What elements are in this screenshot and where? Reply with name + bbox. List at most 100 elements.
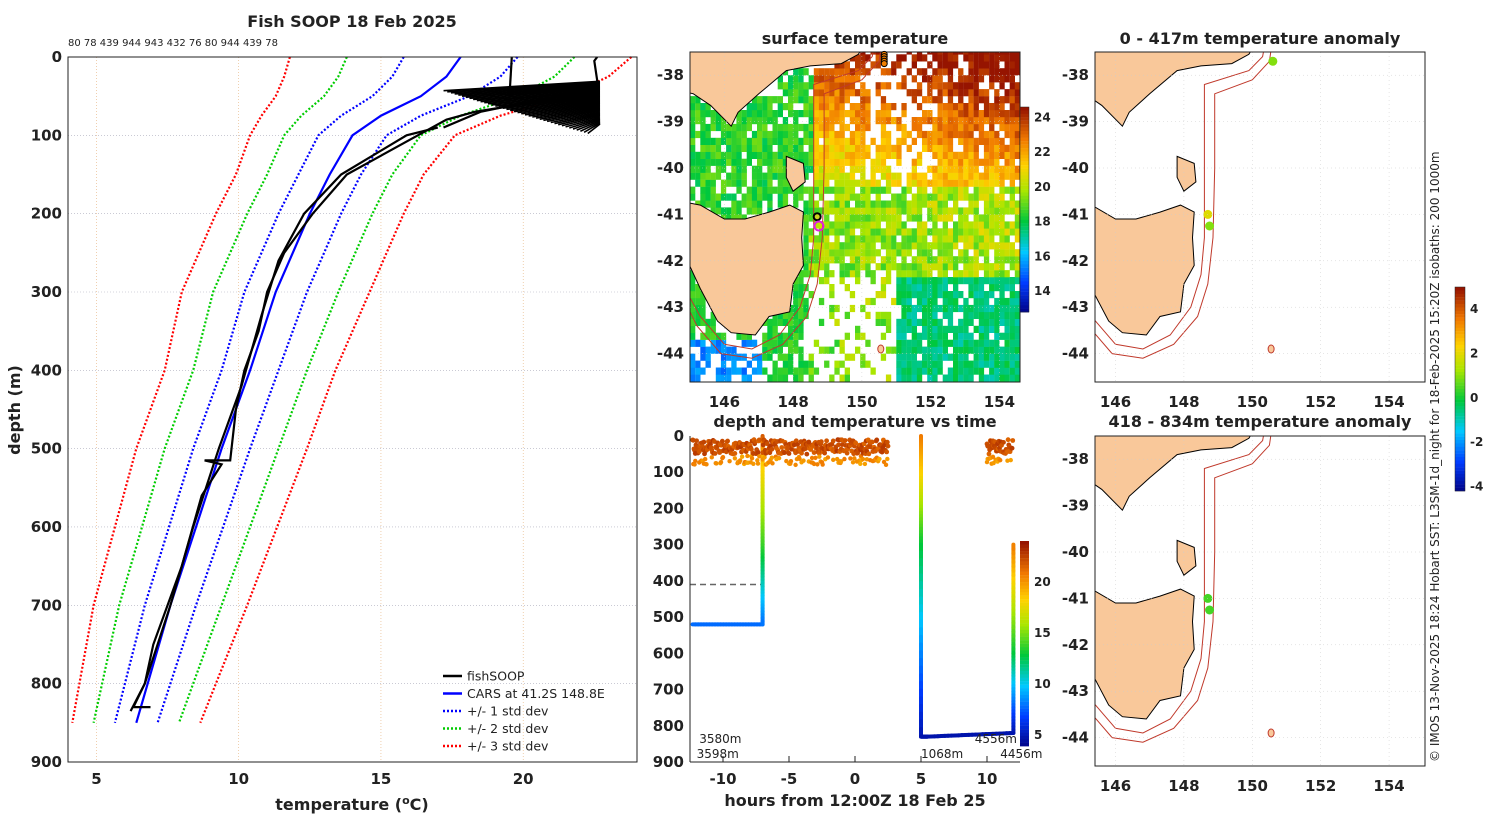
sst-cell xyxy=(849,291,856,299)
sst-cell xyxy=(715,123,722,132)
sst-cell xyxy=(855,54,861,62)
sst-cell xyxy=(911,311,917,319)
y-tick-label: 700 xyxy=(653,681,684,699)
sst-cell xyxy=(875,186,881,194)
surface-data-point xyxy=(748,446,754,452)
std3-line xyxy=(71,56,291,723)
sst-cell xyxy=(916,297,923,306)
sst-cell xyxy=(700,353,706,361)
sst-cell xyxy=(834,228,840,236)
sst-cell xyxy=(782,318,789,326)
colorbar-segment xyxy=(1020,199,1029,203)
sst-cell xyxy=(968,318,974,326)
sst-cell xyxy=(798,332,804,340)
surface-data-point xyxy=(1001,439,1006,445)
sst-cell xyxy=(849,186,856,194)
sst-cell xyxy=(885,151,892,159)
colorbar-segment xyxy=(1020,564,1029,569)
sst-cell xyxy=(824,96,830,104)
sst-cell xyxy=(999,68,1005,76)
sst-cell xyxy=(772,172,778,180)
sst-cell xyxy=(978,249,985,257)
std3-line xyxy=(199,56,633,724)
sst-cell xyxy=(947,82,954,90)
sst-cell xyxy=(906,277,912,285)
sst-cell xyxy=(762,186,768,194)
sst-cell xyxy=(901,263,907,271)
sst-cell xyxy=(932,256,938,264)
sst-cell xyxy=(999,75,1005,83)
sst-cell xyxy=(782,179,789,187)
sst-cell xyxy=(963,339,969,347)
sst-cell xyxy=(963,332,969,340)
sst-cell xyxy=(782,158,789,166)
sst-cell xyxy=(968,346,974,354)
sst-cell xyxy=(942,221,948,229)
sst-cell xyxy=(818,172,825,180)
sst-cell xyxy=(983,200,990,208)
sst-cell xyxy=(947,277,954,285)
sst-cell xyxy=(947,263,954,271)
sst-cell xyxy=(978,123,985,132)
sst-cell xyxy=(1009,291,1015,299)
sst-cell xyxy=(793,144,799,152)
colorbar-segment xyxy=(1020,154,1029,159)
sst-cell xyxy=(937,96,943,104)
sst-cell xyxy=(839,346,845,354)
sst-cell xyxy=(813,221,820,229)
sst-cell xyxy=(710,318,716,326)
sst-cell xyxy=(942,158,948,166)
colorbar-segment xyxy=(1020,281,1029,286)
depth-time-title: depth and temperature vs time xyxy=(713,412,996,431)
sst-cell xyxy=(880,151,887,159)
sst-cell xyxy=(690,353,696,361)
sst-cell xyxy=(844,235,850,243)
surface-data-point xyxy=(825,455,831,460)
sst-cell xyxy=(726,158,732,166)
sst-cell xyxy=(751,130,758,139)
colorbar-segment xyxy=(1020,677,1029,682)
sst-cell xyxy=(958,137,964,145)
sst-cell xyxy=(953,165,959,173)
map-axes xyxy=(1094,51,1426,383)
sst-cell xyxy=(855,158,861,166)
sst-cell xyxy=(922,137,928,145)
sst-cell xyxy=(720,186,727,194)
colorbar-segment xyxy=(1455,416,1465,420)
sst-cell xyxy=(695,374,701,382)
sst-cell xyxy=(885,228,892,236)
sst-cell xyxy=(757,172,763,180)
surface-data-point xyxy=(696,449,702,455)
sst-cell xyxy=(767,353,773,361)
sst-cell xyxy=(793,137,799,145)
sst-cell xyxy=(849,165,856,173)
sst-cell xyxy=(880,277,887,285)
sst-cell xyxy=(803,89,809,97)
sst-cell xyxy=(798,284,804,292)
sst-cell xyxy=(978,52,985,55)
sst-cell xyxy=(994,325,1000,333)
y-tick-label: 900 xyxy=(31,753,62,771)
sst-cell xyxy=(1009,256,1015,264)
sst-cell xyxy=(978,284,985,292)
mainland-land xyxy=(1095,436,1251,512)
sst-cell xyxy=(983,186,990,194)
sst-cell xyxy=(906,68,912,76)
sst-cell xyxy=(813,235,820,243)
sst-cell xyxy=(885,256,892,264)
sst-cell xyxy=(865,270,871,278)
sst-cell xyxy=(968,75,974,83)
sst-cell xyxy=(844,311,850,319)
sst-cell xyxy=(911,270,917,278)
surface-data-point xyxy=(858,461,863,466)
sst-cell xyxy=(947,193,954,201)
colorbar-segment xyxy=(1020,308,1029,313)
sst-cell xyxy=(963,311,969,319)
sst-cell xyxy=(942,214,948,222)
sst-cell xyxy=(942,110,948,118)
legend-label: +/- 3 std dev xyxy=(467,739,549,754)
sst-cell xyxy=(911,137,917,145)
sst-cell xyxy=(978,346,985,354)
sst-cell xyxy=(927,325,933,333)
sst-cell xyxy=(963,123,969,132)
